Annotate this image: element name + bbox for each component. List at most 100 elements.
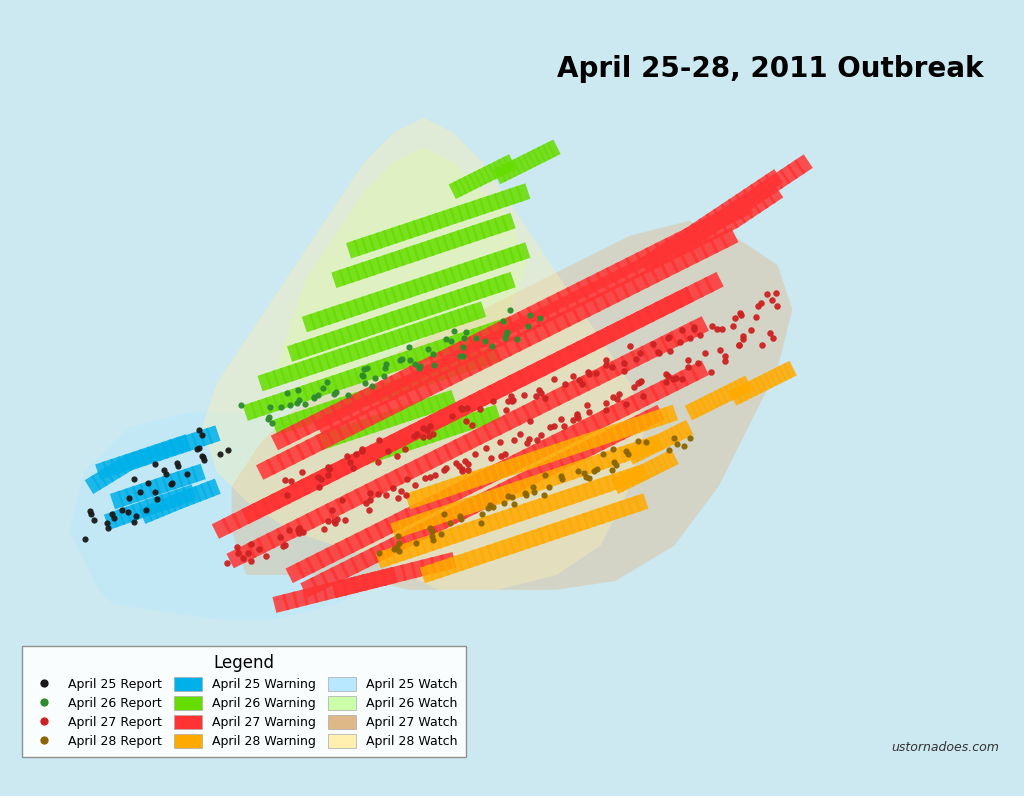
Polygon shape	[630, 390, 650, 411]
Polygon shape	[413, 400, 427, 419]
Polygon shape	[397, 518, 413, 537]
Point	[569, 412, 586, 424]
Polygon shape	[542, 435, 561, 455]
Point	[391, 537, 408, 549]
Polygon shape	[344, 489, 365, 509]
Polygon shape	[369, 257, 383, 275]
Polygon shape	[493, 166, 507, 184]
Polygon shape	[162, 474, 176, 492]
Point	[525, 481, 542, 494]
Point	[425, 428, 441, 441]
Polygon shape	[502, 454, 522, 475]
Polygon shape	[370, 439, 389, 460]
Polygon shape	[493, 341, 512, 361]
Polygon shape	[621, 471, 635, 490]
Point	[660, 330, 677, 343]
Polygon shape	[406, 515, 420, 534]
Point	[725, 319, 741, 332]
Polygon shape	[680, 419, 693, 438]
Polygon shape	[349, 449, 370, 470]
Polygon shape	[464, 201, 479, 219]
Polygon shape	[414, 365, 433, 386]
Polygon shape	[280, 365, 294, 384]
Polygon shape	[354, 528, 375, 548]
Polygon shape	[739, 383, 753, 400]
Polygon shape	[302, 338, 316, 357]
Polygon shape	[458, 395, 478, 416]
Polygon shape	[553, 491, 567, 509]
Polygon shape	[581, 415, 601, 435]
Point	[356, 363, 373, 376]
Polygon shape	[310, 469, 330, 490]
Polygon shape	[538, 471, 553, 490]
Polygon shape	[434, 338, 450, 357]
Polygon shape	[604, 424, 618, 443]
Polygon shape	[734, 378, 748, 396]
Polygon shape	[669, 233, 687, 253]
Polygon shape	[750, 184, 768, 204]
Point	[219, 556, 236, 569]
Point	[473, 517, 489, 529]
Point	[453, 402, 469, 415]
Polygon shape	[175, 491, 188, 509]
Polygon shape	[369, 361, 383, 379]
Polygon shape	[406, 245, 420, 263]
Polygon shape	[772, 169, 791, 189]
Polygon shape	[522, 152, 536, 170]
Point	[615, 357, 632, 369]
Point	[104, 508, 121, 521]
Point	[191, 442, 208, 455]
Polygon shape	[125, 452, 139, 471]
Polygon shape	[447, 400, 468, 421]
Polygon shape	[591, 277, 610, 298]
Polygon shape	[494, 191, 508, 209]
Polygon shape	[420, 486, 434, 505]
Polygon shape	[516, 183, 530, 202]
Point	[410, 427, 426, 440]
Polygon shape	[477, 489, 498, 509]
Polygon shape	[419, 356, 438, 377]
Polygon shape	[516, 533, 530, 551]
Polygon shape	[384, 380, 403, 401]
Polygon shape	[403, 503, 424, 524]
Polygon shape	[507, 370, 527, 392]
Polygon shape	[281, 424, 301, 445]
Polygon shape	[331, 373, 346, 392]
Point	[759, 287, 775, 300]
Polygon shape	[427, 483, 442, 502]
Point	[658, 376, 675, 388]
Polygon shape	[560, 518, 574, 537]
Point	[276, 539, 293, 552]
Polygon shape	[521, 400, 542, 421]
Polygon shape	[531, 395, 552, 416]
Polygon shape	[231, 221, 793, 590]
Polygon shape	[442, 419, 457, 438]
Polygon shape	[600, 272, 621, 293]
Polygon shape	[743, 380, 758, 398]
Polygon shape	[413, 277, 427, 295]
Polygon shape	[591, 365, 610, 386]
Polygon shape	[464, 496, 479, 514]
Polygon shape	[169, 471, 183, 490]
Polygon shape	[486, 404, 501, 423]
Polygon shape	[427, 424, 442, 443]
Polygon shape	[521, 311, 542, 332]
Polygon shape	[464, 259, 479, 278]
Polygon shape	[155, 443, 169, 461]
Polygon shape	[291, 419, 310, 440]
Polygon shape	[413, 429, 427, 448]
Polygon shape	[330, 458, 350, 480]
Polygon shape	[305, 508, 326, 529]
Polygon shape	[501, 537, 516, 556]
Polygon shape	[132, 450, 146, 469]
Polygon shape	[656, 407, 671, 426]
Point	[449, 457, 465, 470]
Polygon shape	[679, 248, 699, 268]
Polygon shape	[191, 431, 206, 449]
Polygon shape	[414, 454, 433, 475]
Polygon shape	[427, 365, 442, 384]
Polygon shape	[315, 548, 335, 568]
Polygon shape	[645, 243, 665, 263]
Polygon shape	[283, 591, 299, 611]
Polygon shape	[494, 540, 508, 559]
